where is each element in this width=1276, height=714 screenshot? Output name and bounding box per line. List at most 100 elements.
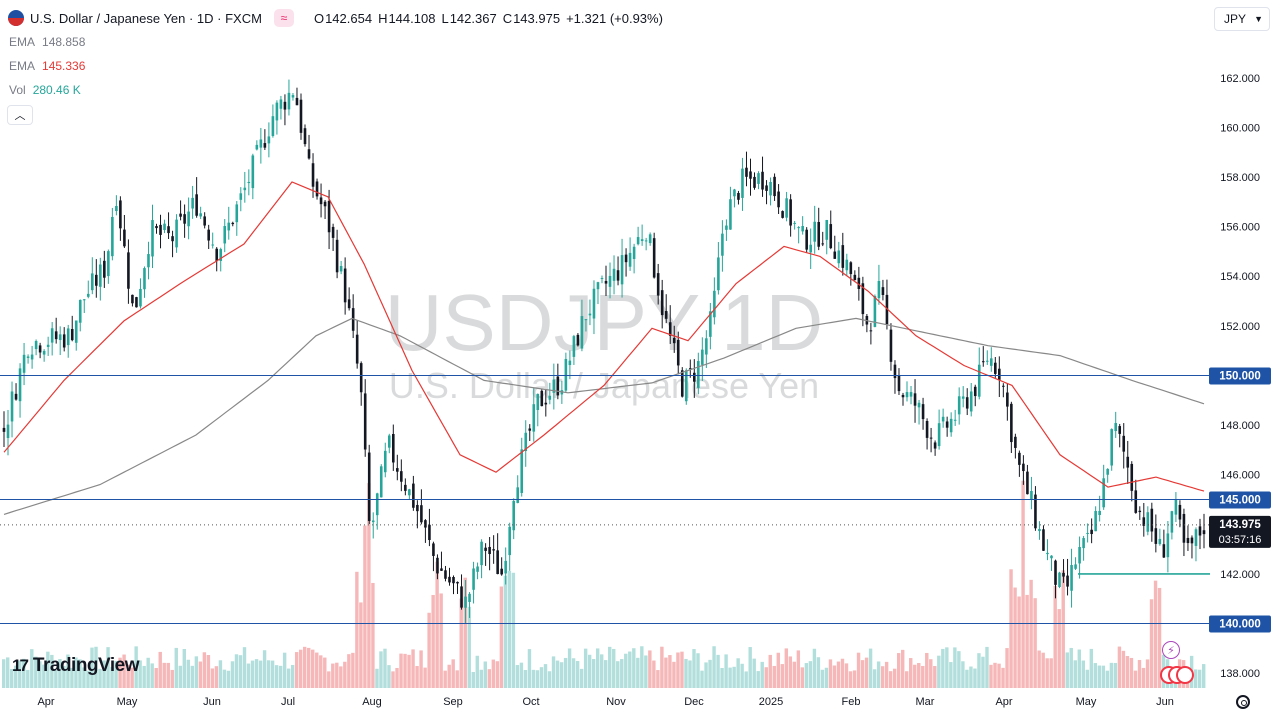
- chart-header: U.S. Dollar / Japanese Yen · 1D · FXCM ≈…: [8, 8, 663, 28]
- volume-bar: [286, 668, 291, 688]
- volume-bar: [38, 661, 42, 688]
- candle-body: [933, 442, 937, 449]
- candle-body: [913, 393, 917, 406]
- candle-body: [271, 116, 275, 136]
- volume-bar: [595, 648, 600, 688]
- time-axis-label: Mar: [916, 696, 935, 708]
- candle-body: [90, 273, 94, 291]
- candle-body: [131, 294, 134, 304]
- candle-body: [311, 163, 315, 187]
- candle-body: [440, 568, 443, 571]
- time-axis-label: Apr: [995, 696, 1012, 708]
- candle-body: [22, 354, 26, 373]
- volume-bar: [351, 652, 355, 688]
- candle-body: [861, 283, 865, 315]
- candle-body: [1106, 468, 1109, 475]
- candle-body: [247, 181, 251, 184]
- candle-body: [319, 197, 323, 205]
- volume-bar: [828, 659, 833, 688]
- volume-bar: [876, 661, 881, 688]
- volume-bar: [1193, 669, 1198, 688]
- lightning-icon[interactable]: ⚡: [1162, 641, 1180, 659]
- volume-bar: [30, 649, 34, 688]
- volume-bar: [327, 671, 331, 688]
- collapse-indicators-button[interactable]: ︿: [7, 105, 33, 125]
- volume-bar: [961, 661, 965, 688]
- volume-bar: [214, 666, 219, 688]
- candle-body: [532, 404, 536, 432]
- volume-bar: [563, 657, 568, 688]
- events-flags-icon[interactable]: [1160, 666, 1196, 686]
- volume-bar: [70, 667, 74, 688]
- candle-body: [949, 418, 953, 433]
- volume-bar: [884, 661, 889, 688]
- volume-bar: [166, 662, 170, 688]
- candle-body: [259, 139, 263, 148]
- candle-body: [713, 290, 716, 318]
- time-axis-label: Feb: [842, 696, 861, 708]
- volume-bar: [142, 665, 146, 688]
- tradingview-logo[interactable]: 17 TradingView: [12, 655, 140, 677]
- volume-bar: [282, 652, 287, 688]
- candle-body: [183, 214, 186, 224]
- volume-bar: [94, 646, 98, 688]
- volume-bar: [315, 652, 319, 688]
- volume-bar: [977, 653, 981, 688]
- volume-bar: [712, 646, 716, 688]
- candle-body: [813, 221, 817, 242]
- candle-body: [215, 248, 219, 262]
- volume-bar: [820, 669, 825, 688]
- volume-bar: [66, 654, 70, 688]
- volume-bar: [383, 648, 387, 688]
- symbol-title[interactable]: U.S. Dollar / Japanese Yen · 1D · FXCM: [30, 10, 262, 26]
- candle-body: [1066, 575, 1069, 587]
- candle-body: [420, 505, 423, 523]
- volume-bar: [1049, 658, 1053, 688]
- volume-bar: [748, 647, 752, 688]
- candle-body: [580, 316, 584, 349]
- indicator-volume[interactable]: Vol 280.46 K: [9, 83, 81, 97]
- candle-body: [227, 222, 231, 231]
- volume-bar: [1129, 657, 1134, 688]
- volume-bar: [728, 667, 732, 688]
- volume-bar: [688, 660, 692, 688]
- volume-bar: [238, 655, 243, 688]
- settings-gear-icon[interactable]: [1236, 695, 1250, 709]
- volume-bar: [194, 656, 199, 688]
- candle-body: [191, 197, 194, 209]
- volume-bar: [913, 664, 917, 688]
- indicator-ema-slow[interactable]: EMA 148.858: [9, 35, 85, 49]
- volume-bar: [411, 649, 415, 688]
- volume-bar: [323, 657, 327, 688]
- volume-bar: [371, 582, 375, 688]
- volume-bar: [523, 669, 528, 688]
- indicator-ema-fast[interactable]: EMA 145.336: [9, 59, 85, 73]
- price-tick-label: 156.000: [1220, 222, 1260, 234]
- volume-bar: [90, 647, 94, 688]
- candle-body: [917, 402, 921, 408]
- volume-bar: [202, 652, 207, 688]
- last-price-label: 143.975: [1219, 519, 1261, 531]
- time-axis-label: Nov: [606, 696, 626, 708]
- volume-bar: [575, 661, 580, 688]
- volume-bar: [491, 659, 496, 688]
- volume-bar: [270, 660, 275, 688]
- candle-body: [66, 328, 70, 346]
- volume-bar: [624, 653, 628, 688]
- volume-bar: [824, 667, 829, 688]
- candle-body: [969, 391, 973, 412]
- volume-bar: [1033, 598, 1037, 688]
- candle-body: [375, 493, 379, 516]
- candle-body: [34, 340, 38, 350]
- currency-select[interactable]: JPY ▼: [1214, 7, 1270, 31]
- candle-body: [825, 219, 829, 240]
- candle-body: [339, 266, 343, 272]
- volume-bar: [439, 593, 443, 688]
- candle-body: [584, 319, 588, 321]
- wave-icon[interactable]: ≈: [273, 9, 294, 27]
- candle-body: [1170, 511, 1174, 533]
- candle-body: [1070, 564, 1073, 591]
- time-axis-label: May: [1076, 696, 1097, 708]
- candle-body: [1014, 436, 1017, 448]
